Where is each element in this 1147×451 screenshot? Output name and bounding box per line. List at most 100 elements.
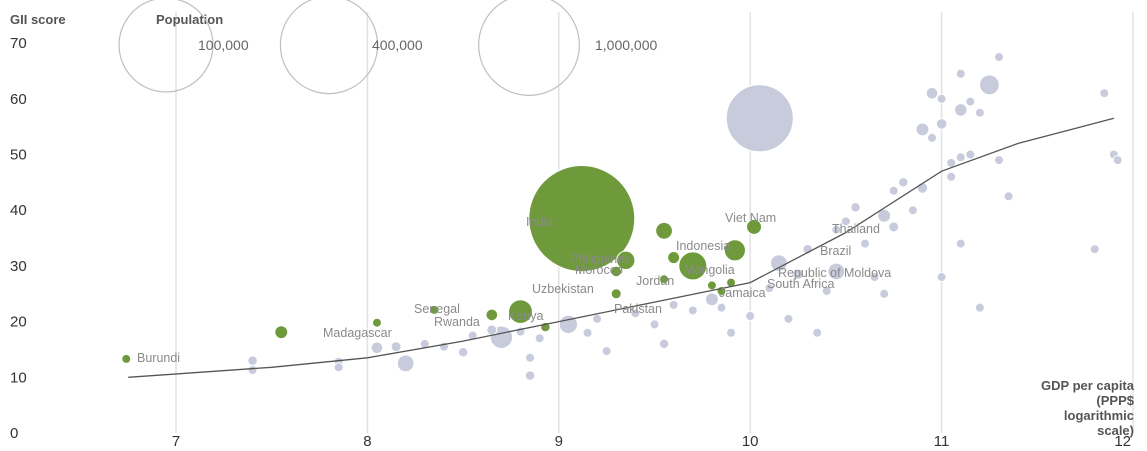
country-label: India [526,215,553,229]
country-label: Jamaica [719,286,766,300]
country-label: Indonesia [676,239,730,253]
bubble-other [831,224,842,235]
bubble-highlight [746,218,763,235]
bubble-highlight [429,304,440,315]
bubble-other [649,319,660,330]
country-label: Jordan [636,274,674,288]
bubble-other [935,118,948,130]
bubble-other [974,107,985,118]
bubble-other [1099,88,1110,99]
bubble-highlight [655,221,673,240]
bubble-other [370,341,384,355]
bubble-other [592,313,603,324]
bubble-other [965,149,976,160]
bubble-other [936,272,947,283]
country-label: Thailand [832,222,880,236]
x-tick-label: 11 [934,433,950,450]
bubble-highlight [371,317,382,328]
country-label: Viet Nam [725,211,776,225]
bubble-other [390,341,402,353]
y-tick-label: 50 [10,147,27,164]
bubble-other [658,338,670,350]
bubble-other [704,292,719,307]
bubble-highlight [121,353,132,364]
bubble-other [1089,244,1100,255]
bubble-other [764,283,775,294]
country-label: Madagascar [323,326,392,340]
bubble-other [907,205,918,216]
legend-circle [478,0,580,96]
bubble-other [486,324,498,336]
bubble-other [994,155,1005,166]
country-label: South Africa [767,277,834,291]
bubble-other [726,327,737,338]
bubble-other [524,370,536,381]
legend-circle [279,0,379,95]
bubble-highlight [274,325,289,340]
y-tick-label: 20 [10,314,27,331]
bubble-other [1003,191,1014,202]
bubble-highlight [706,280,717,291]
x-axis-ticks: 7 8 9 10 11 12 [172,433,1131,450]
y-tick-label: 10 [10,369,27,386]
country-label: Senegal [414,302,460,316]
x-axis-title-line: GDP per capita [1041,378,1135,393]
bubble-other [457,346,469,358]
bubble-other [994,52,1005,63]
x-tick-label: 9 [555,433,563,450]
y-tick-label: 30 [10,258,27,275]
bubble-highlight [723,239,746,262]
bubble-highlight [667,251,681,265]
bubble-other [974,302,985,313]
bubble-other [630,308,641,319]
bubble-other [582,327,593,338]
bubble-other [247,365,258,376]
bubble-other [860,238,871,249]
country-label: Republic of Moldova [778,266,891,280]
bubble-other [827,262,846,281]
bubble-other [247,355,258,366]
bubble-highlight [610,288,622,300]
bubble-other [927,132,938,143]
country-label: Uzbekistan [532,282,594,296]
bubble-other [877,208,892,223]
bubble-other [558,314,579,335]
bubble-other [821,285,832,296]
bubble-other [888,221,900,233]
bubble-other [687,305,698,316]
country-label: Rwanda [434,315,480,329]
bubble-other [955,68,966,79]
country-label: Pakistan [614,302,662,316]
country-label: Burundi [137,351,180,365]
bubble-other [333,362,344,373]
bubble-other [965,96,976,107]
bubble-other [792,268,804,281]
legend-title: Population [156,12,223,27]
bubble-highlight [508,299,533,324]
y-tick-label: 0 [10,425,18,442]
bubble-other [840,216,851,227]
bubble-other [888,185,899,196]
y-tick-label: 60 [10,91,27,108]
bubble-highlight [659,274,670,285]
x-tick-label: 10 [742,433,759,450]
bubble-other [869,272,880,283]
x-tick-label: 12 [1114,433,1131,450]
y-tick-label: 70 [10,35,27,52]
bubble-other [783,313,794,324]
bubble-other [936,93,947,104]
trend-line [128,117,1115,378]
y-axis-ticks: 0 10 20 30 40 50 60 70 [10,35,27,442]
bubble-highlight [678,251,708,281]
country-label: Kenya [508,309,543,323]
bubble-other [525,352,536,363]
bubble-other [925,86,939,100]
bubble-other [946,171,957,182]
bubble-other [979,74,1000,96]
bubble-other [898,177,909,188]
x-tick-label: 8 [363,433,371,450]
bubble-other [955,238,966,249]
legend-circle [118,0,214,93]
